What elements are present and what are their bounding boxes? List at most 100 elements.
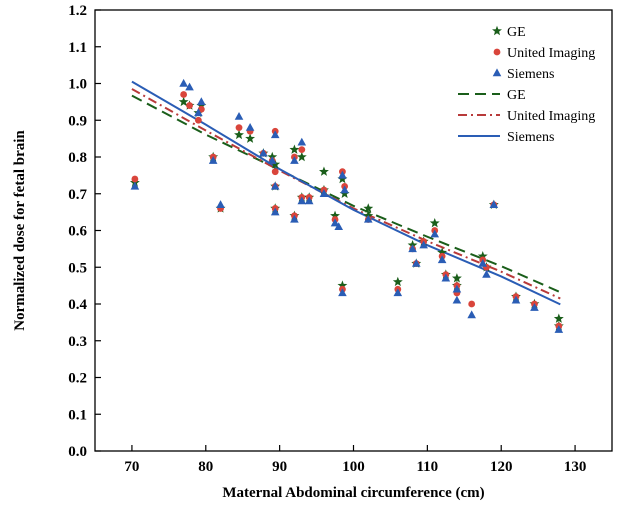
y-tick-label-3: 0.3	[68, 334, 87, 350]
legend-marker-0	[492, 25, 502, 36]
point-2-3	[194, 108, 203, 117]
point-1-3	[195, 116, 202, 124]
series-layer	[129, 78, 564, 333]
x-tick-label-2: 90	[272, 459, 287, 475]
legend-fit-label-0: GE	[507, 88, 526, 103]
point-1-17	[298, 146, 306, 154]
x-tick-label-3: 100	[342, 459, 365, 475]
fit-line-2	[131, 80, 561, 306]
point-2-28	[411, 258, 421, 267]
legend-label-1: United Imaging	[507, 46, 595, 61]
point-0-14	[289, 144, 300, 154]
point-2-6	[216, 200, 225, 208]
y-tick-label-12: 1.2	[68, 3, 87, 19]
y-tick-label-8: 0.8	[68, 150, 87, 166]
x-axis-title: Maternal Abdominal circumference (cm)	[222, 485, 484, 501]
y-tick-label-7: 0.7	[68, 187, 87, 203]
point-2-24	[340, 185, 349, 194]
point-2-14	[290, 214, 299, 223]
y-tick-label-9: 0.9	[68, 113, 87, 129]
point-0-27	[392, 276, 403, 287]
point-0-1	[178, 96, 189, 107]
point-2-0	[130, 181, 140, 190]
legend-label-0: GE	[507, 25, 526, 40]
x-tick-label-6: 130	[564, 459, 587, 475]
point-1-7	[235, 124, 243, 131]
point-2-2	[185, 82, 194, 91]
x-tick-label-0: 70	[124, 459, 139, 475]
y-tick-label-5: 0.5	[68, 260, 87, 276]
legend: GE United Imaging Siemens GE United Imaging S…	[458, 25, 595, 145]
fit-line-1	[131, 88, 561, 300]
point-2-19	[319, 189, 329, 197]
point-2-38	[489, 200, 499, 208]
point-0-8	[245, 133, 256, 143]
point-2-22	[338, 170, 347, 179]
point-0-32	[437, 247, 448, 257]
point-1-35	[468, 300, 476, 308]
point-2-18	[304, 196, 314, 205]
fit-line-0	[131, 94, 561, 294]
point-2-36	[478, 258, 488, 267]
point-0-23	[337, 280, 348, 290]
point-0-41	[553, 313, 564, 323]
point-2-11	[270, 130, 280, 139]
point-0-25	[363, 203, 374, 213]
point-2-9	[259, 148, 268, 157]
y-tick-label-6: 0.6	[68, 224, 87, 240]
point-2-39	[511, 295, 521, 304]
point-0-31	[429, 217, 440, 228]
point-0-36	[477, 251, 488, 261]
y-tick-label-10: 1.0	[68, 77, 87, 93]
y-tick-label-11: 1.1	[68, 40, 87, 56]
point-2-27	[408, 244, 417, 253]
point-2-7	[234, 111, 244, 120]
point-0-7	[234, 129, 244, 140]
legend-marker-1	[493, 48, 501, 56]
point-2-1	[179, 78, 188, 87]
x-tick-label-1: 80	[198, 459, 213, 475]
point-2-31	[437, 255, 447, 264]
legend-label-2: Siemens	[507, 67, 554, 82]
point-2-26	[393, 288, 403, 297]
point-2-5	[208, 156, 218, 164]
point-2-4	[197, 97, 206, 106]
x-tick-label-4: 110	[417, 459, 439, 475]
point-2-17	[297, 196, 307, 205]
point-2-8	[245, 123, 255, 131]
legend-marker-2	[492, 68, 502, 77]
point-2-16	[297, 137, 307, 146]
point-0-16	[296, 151, 307, 162]
point-2-30	[430, 229, 440, 238]
point-0-19	[319, 166, 329, 176]
y-tick-label-2: 0.2	[68, 371, 87, 387]
point-2-34	[452, 295, 462, 304]
point-2-13	[270, 207, 280, 216]
point-2-15	[290, 156, 299, 164]
legend-fit-label-1: United Imaging	[507, 109, 595, 124]
point-2-35	[467, 310, 476, 319]
point-2-12	[270, 181, 280, 190]
point-1-12	[271, 168, 279, 176]
point-2-32	[441, 273, 451, 282]
point-2-40	[530, 303, 539, 311]
axes: 70 80 90 100 110 120 130 0.0 0.1 0.2 0.3 0.4 0.5 0.6 0…	[68, 3, 586, 475]
point-2-41	[554, 325, 564, 333]
point-2-25	[363, 214, 373, 223]
point-2-33	[452, 284, 462, 293]
point-2-10	[267, 156, 277, 164]
point-2-20	[330, 218, 340, 227]
point-1-1	[180, 91, 188, 98]
legend-fit-label-2: Siemens	[507, 130, 554, 145]
y-tick-label-1: 0.1	[68, 407, 87, 423]
y-tick-label-0: 0.0	[68, 444, 87, 460]
point-2-37	[482, 270, 491, 278]
point-0-34	[451, 273, 462, 283]
point-2-21	[334, 222, 344, 231]
point-2-29	[419, 240, 428, 249]
point-0-21	[330, 210, 340, 221]
x-tick-label-5: 120	[490, 459, 513, 475]
point-2-23	[338, 288, 347, 297]
point-1-0	[131, 175, 139, 183]
